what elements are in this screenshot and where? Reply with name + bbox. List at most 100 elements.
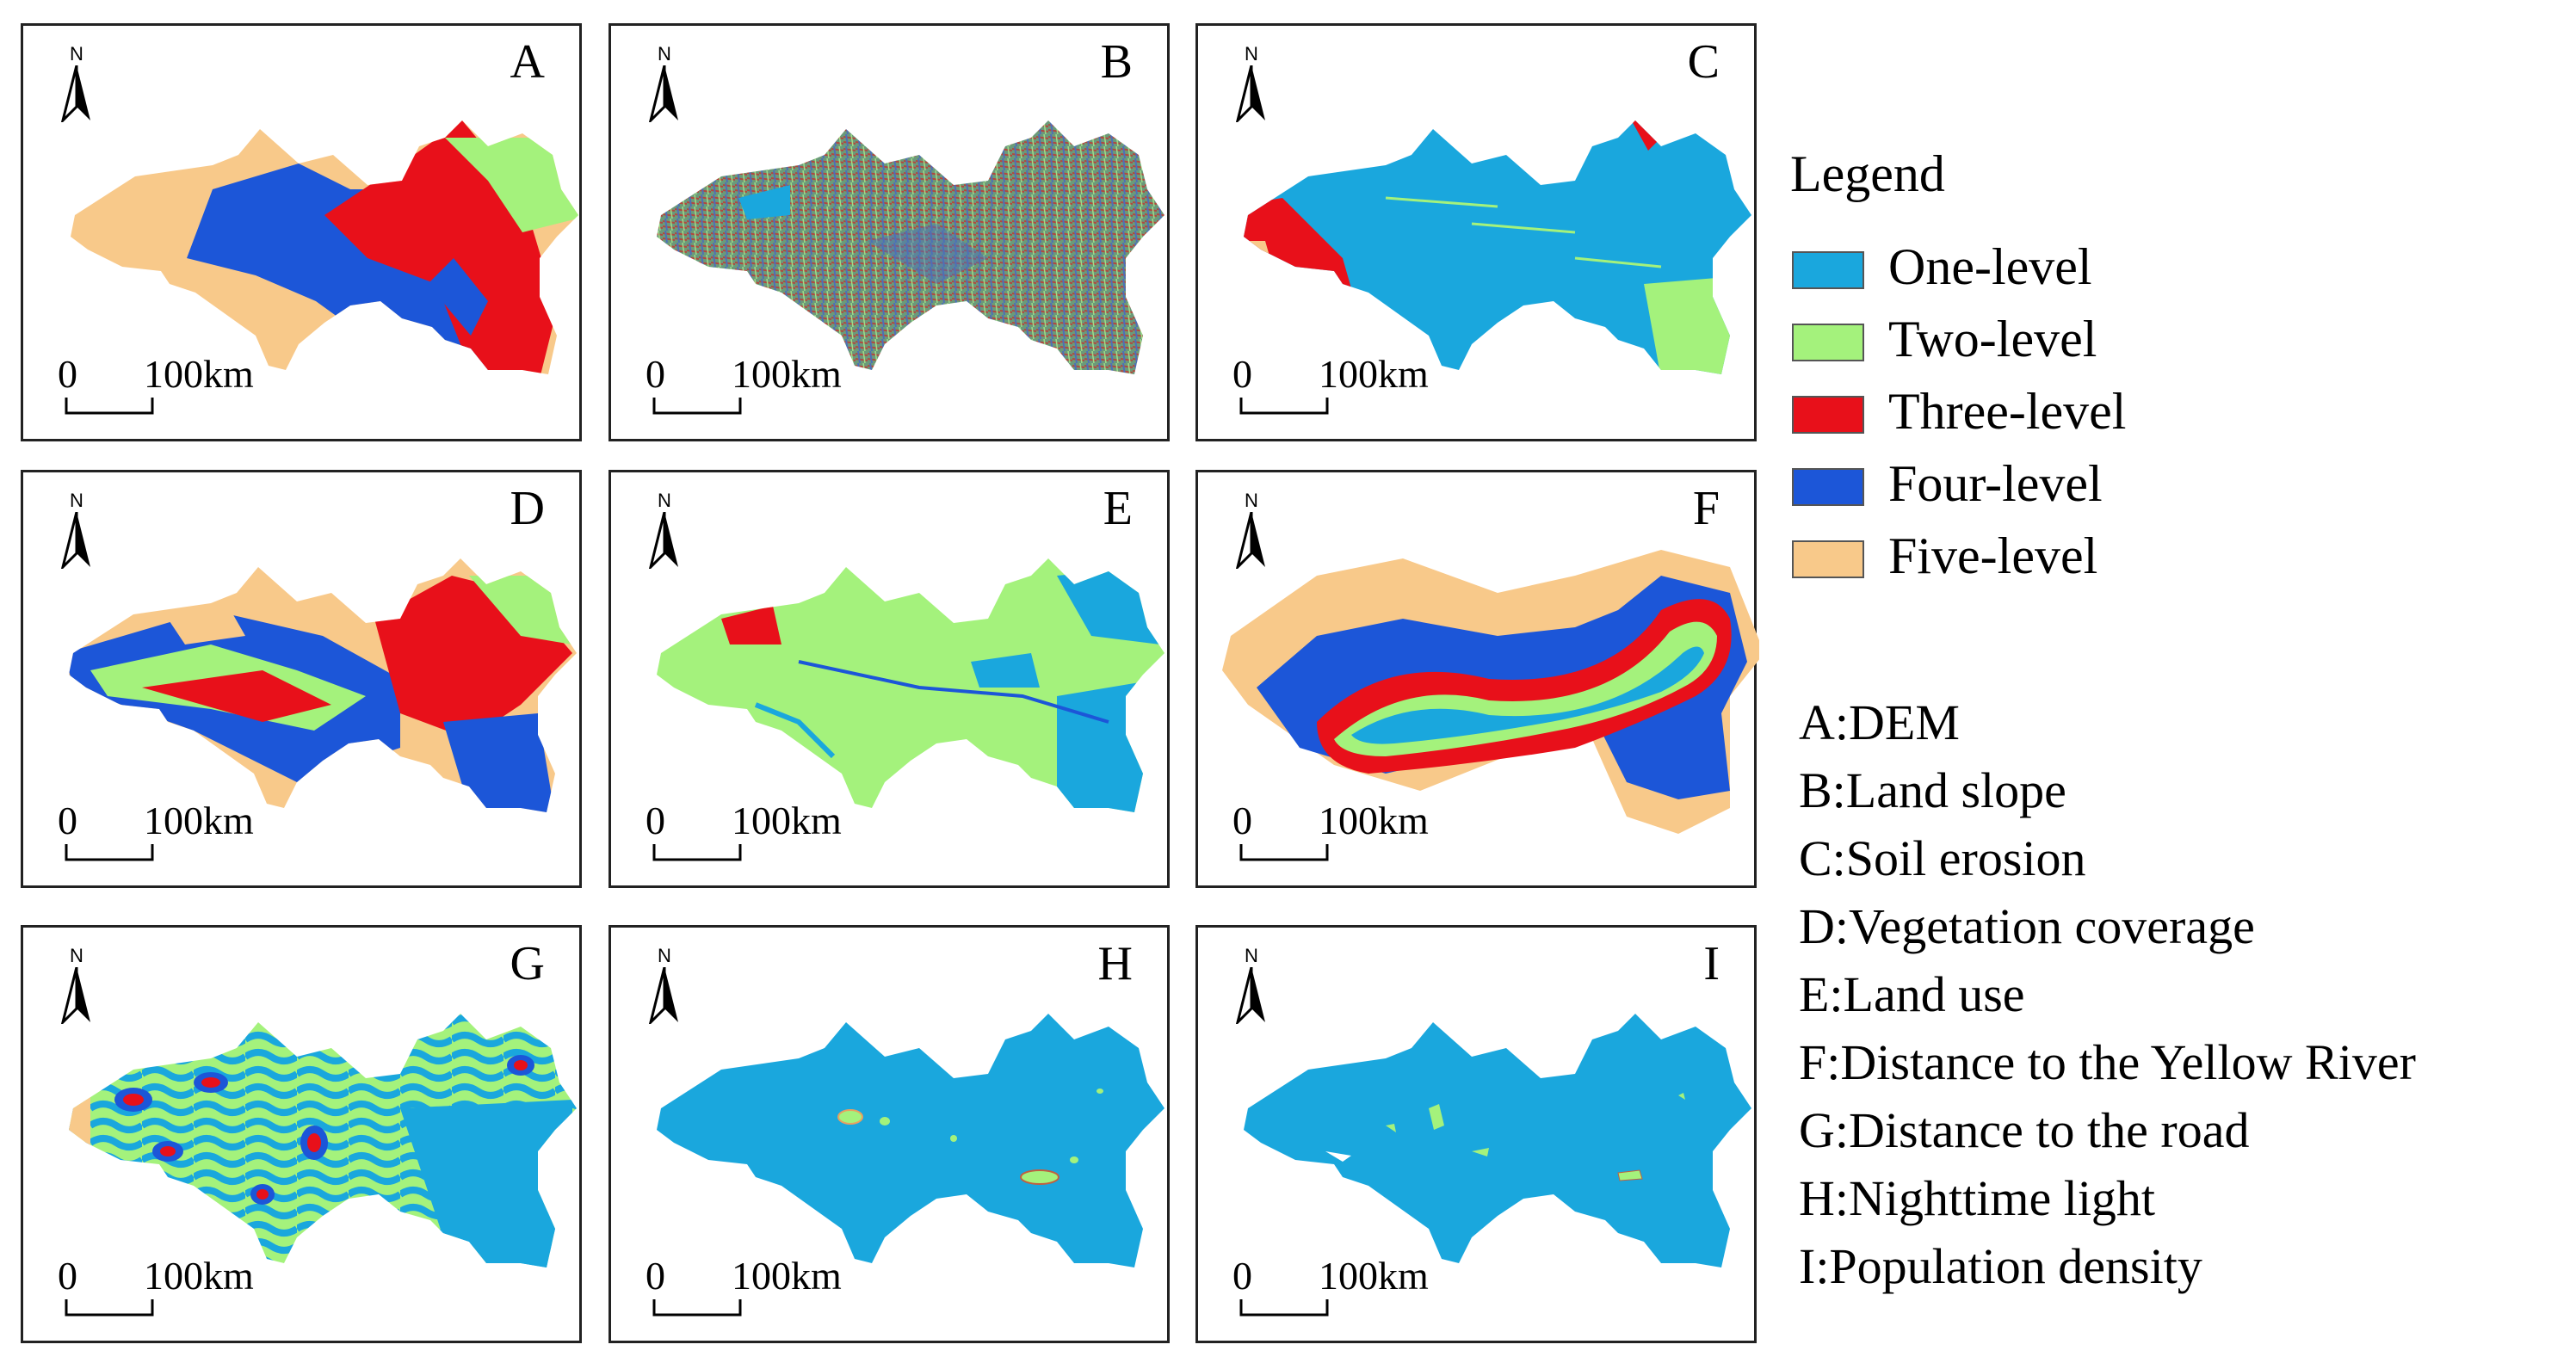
- scale-bar: 0 100km: [58, 352, 254, 423]
- north-arrow: N: [647, 43, 682, 129]
- scale-bar: 0 100km: [646, 1254, 842, 1325]
- scale-bar: 0 100km: [1232, 1254, 1429, 1325]
- north-arrow-icon: [1236, 65, 1265, 122]
- north-arrow: N: [1234, 490, 1269, 576]
- map-h: [657, 1014, 1164, 1267]
- factor-key-item: F:Distance to the Yellow River: [1799, 1034, 2416, 1090]
- north-arrow: N: [1234, 43, 1269, 129]
- north-label: N: [658, 945, 671, 966]
- legend-label: Four-level: [1888, 455, 2103, 512]
- legend-label: One-level: [1888, 238, 2092, 295]
- north-arrow: N: [647, 945, 682, 1031]
- scale-bar-line: [652, 1299, 742, 1317]
- north-label: N: [658, 43, 671, 65]
- scale-bar-line: [65, 844, 154, 861]
- map-panel-c: N C 0 100km: [1195, 23, 1757, 441]
- north-arrow-icon: [61, 967, 90, 1024]
- map-a: [71, 120, 578, 374]
- north-arrow-icon: [1236, 967, 1265, 1024]
- panel-letter: F: [1692, 482, 1720, 535]
- factor-key-item: G:Distance to the road: [1799, 1102, 2250, 1158]
- scale-distance: 100km: [144, 1254, 254, 1298]
- scale-distance: 100km: [144, 799, 254, 842]
- scale-zero: 0: [58, 1254, 77, 1298]
- scale-zero: 0: [1232, 352, 1252, 396]
- north-label: N: [70, 945, 83, 966]
- scale-zero: 0: [58, 352, 77, 396]
- scale-distance: 100km: [1319, 799, 1429, 842]
- panel-letter: A: [510, 35, 545, 89]
- legend-swatch: [1792, 468, 1864, 506]
- north-arrow-icon: [649, 65, 678, 122]
- scale-distance: 100km: [732, 352, 842, 396]
- panel-letter: E: [1103, 482, 1133, 535]
- north-arrow: N: [647, 490, 682, 576]
- legend-swatch: [1792, 251, 1864, 289]
- north-label: N: [1245, 490, 1258, 511]
- factor-key-item: C:Soil erosion: [1799, 830, 2086, 886]
- factor-key-item: B:Land slope: [1799, 762, 2066, 818]
- north-label: N: [1245, 945, 1258, 966]
- legend-label: Two-level: [1888, 311, 2097, 367]
- map-panel-f: N F 0 100km: [1195, 470, 1759, 888]
- scale-bar: 0 100km: [58, 1254, 254, 1325]
- north-arrow-icon: [61, 65, 90, 122]
- scale-bar: 0 100km: [646, 352, 842, 423]
- scale-bar-line: [65, 398, 154, 415]
- map-i: [1244, 1014, 1751, 1267]
- scale-bar-line: [1239, 398, 1329, 415]
- scale-zero: 0: [646, 352, 665, 396]
- north-arrow-icon: [649, 967, 678, 1024]
- map-panel-g: N G 0 100km: [21, 925, 582, 1343]
- scale-bar-line: [1239, 844, 1329, 861]
- scale-distance: 100km: [1319, 352, 1429, 396]
- north-arrow: N: [59, 490, 94, 576]
- legend-label: Three-level: [1888, 383, 2127, 440]
- map-panel-a: N A 0 100km: [21, 23, 582, 441]
- factor-key-item: E:Land use: [1799, 966, 2025, 1022]
- scale-distance: 100km: [144, 352, 254, 396]
- factor-key-item: I:Population density: [1799, 1238, 2202, 1294]
- legend-title: Legend: [1790, 145, 1945, 202]
- panel-letter: C: [1687, 35, 1720, 89]
- north-label: N: [658, 490, 671, 511]
- scale-bar-line: [652, 844, 742, 861]
- panel-letter: G: [510, 937, 545, 990]
- factor-key-item: A:DEM: [1799, 694, 1960, 750]
- north-label: N: [70, 490, 83, 511]
- map-d: [69, 558, 577, 812]
- north-arrow: N: [59, 945, 94, 1031]
- scale-distance: 100km: [1319, 1254, 1429, 1298]
- scale-bar: 0 100km: [646, 799, 842, 870]
- north-arrow: N: [59, 43, 94, 129]
- legend-swatch: [1792, 396, 1864, 434]
- scale-bar: 0 100km: [1232, 799, 1429, 870]
- map-panel-d: N D 0 100km: [21, 470, 582, 888]
- scale-zero: 0: [646, 1254, 665, 1298]
- factor-key: A:DEM B:Land slope C:Soil erosion D:Vege…: [1799, 688, 2416, 1300]
- map-b: [657, 120, 1164, 374]
- scale-distance: 100km: [732, 799, 842, 842]
- north-arrow-icon: [649, 512, 678, 569]
- scale-bar-line: [1239, 1299, 1329, 1317]
- map-panel-e: N E 0 100km: [608, 470, 1170, 888]
- scale-zero: 0: [58, 799, 77, 842]
- panel-letter: D: [510, 482, 545, 535]
- legend-swatch: [1792, 540, 1864, 578]
- scale-bar-line: [652, 398, 742, 415]
- map-f: [1222, 550, 1759, 834]
- legend-label: Five-level: [1888, 527, 2098, 584]
- scale-zero: 0: [1232, 1254, 1252, 1298]
- factor-key-item: D:Vegetation coverage: [1799, 898, 2255, 954]
- north-arrow-icon: [1236, 512, 1265, 569]
- scale-bar: 0 100km: [1232, 352, 1429, 423]
- north-arrow: N: [1234, 945, 1269, 1031]
- scale-zero: 0: [1232, 799, 1252, 842]
- north-arrow-icon: [61, 512, 90, 569]
- panel-letter: I: [1703, 937, 1720, 990]
- scale-bar-line: [65, 1299, 154, 1317]
- panel-letter: H: [1097, 937, 1133, 990]
- scale-zero: 0: [646, 799, 665, 842]
- map-e: [657, 558, 1164, 812]
- north-label: N: [70, 43, 83, 65]
